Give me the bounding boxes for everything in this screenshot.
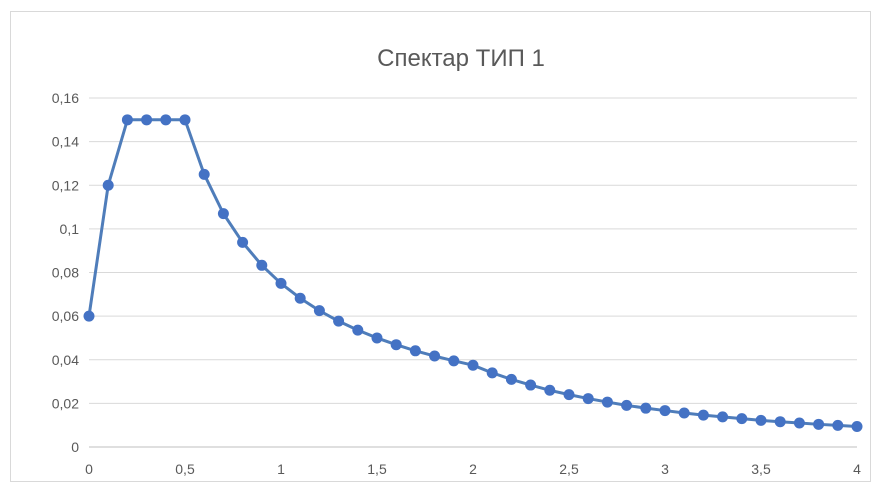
x-tick-label: 0 (85, 461, 93, 477)
x-tick-label: 2,5 (559, 461, 579, 477)
x-tick-label: 1,5 (367, 461, 387, 477)
x-axis-tick-labels: 0 0,5 1 1,5 2 2,5 3 3,5 4 (85, 461, 861, 477)
data-point (275, 277, 287, 289)
y-tick-label: 0,08 (52, 265, 79, 281)
x-tick-label: 2 (469, 461, 477, 477)
data-point (755, 414, 767, 426)
data-point (294, 292, 306, 304)
data-point (640, 402, 652, 414)
data-point (563, 389, 575, 401)
y-tick-label: 0,02 (52, 395, 79, 411)
data-point (774, 416, 786, 428)
y-tick-label: 0,16 (52, 90, 79, 106)
y-tick-label: 0,04 (52, 352, 79, 368)
y-axis-tick-labels: 0 0,02 0,04 0,06 0,08 0,1 0,12 0,14 0,16 (52, 90, 79, 455)
x-tick-label: 3,5 (751, 461, 771, 477)
data-point (390, 339, 402, 351)
data-point (678, 407, 690, 419)
x-tick-label: 0,5 (175, 461, 195, 477)
chart-svg: Спектар ТИП 1 0 0,02 0,04 0,06 0,08 0,1 0,12 0,… (52, 45, 863, 477)
data-point (333, 315, 345, 327)
gridlines (89, 97, 857, 448)
data-point (851, 420, 863, 432)
data-point (582, 393, 594, 405)
data-point (467, 359, 479, 371)
x-tick-label: 1 (277, 461, 285, 477)
y-tick-label: 0,14 (52, 134, 79, 150)
data-point (217, 208, 229, 220)
data-point (525, 379, 537, 391)
data-point (505, 373, 517, 385)
data-point (256, 259, 268, 271)
data-point (429, 350, 441, 362)
data-point (601, 396, 613, 408)
data-point (621, 399, 633, 411)
y-tick-label: 0,06 (52, 308, 79, 324)
series-line (87, 118, 858, 428)
data-point (813, 418, 825, 430)
chart-area: Спектар ТИП 1 0 0,02 0,04 0,06 0,08 0,1 0,12 0,… (10, 11, 871, 482)
data-point (179, 114, 191, 126)
data-point (160, 114, 172, 126)
series-group (83, 114, 863, 432)
data-point (793, 417, 805, 429)
data-point (121, 114, 133, 126)
data-point (409, 345, 421, 357)
data-point (832, 419, 844, 431)
x-tick-label: 3 (661, 461, 669, 477)
chart-title: Спектар ТИП 1 (377, 45, 545, 72)
y-tick-label: 0,1 (60, 221, 80, 237)
data-point (448, 355, 460, 367)
data-point (83, 310, 95, 322)
x-tick-label: 4 (853, 461, 861, 477)
data-point (736, 413, 748, 425)
data-point (659, 405, 671, 417)
data-point (352, 324, 364, 336)
data-point (102, 179, 114, 191)
data-point (141, 114, 153, 126)
data-point (198, 168, 210, 180)
y-tick-label: 0 (71, 439, 79, 455)
y-tick-label: 0,12 (52, 177, 79, 193)
data-point (697, 409, 709, 421)
data-point (717, 411, 729, 423)
data-point (237, 236, 249, 248)
data-point (544, 384, 556, 396)
data-point (313, 305, 325, 317)
data-point (371, 332, 383, 344)
data-point (486, 367, 498, 379)
